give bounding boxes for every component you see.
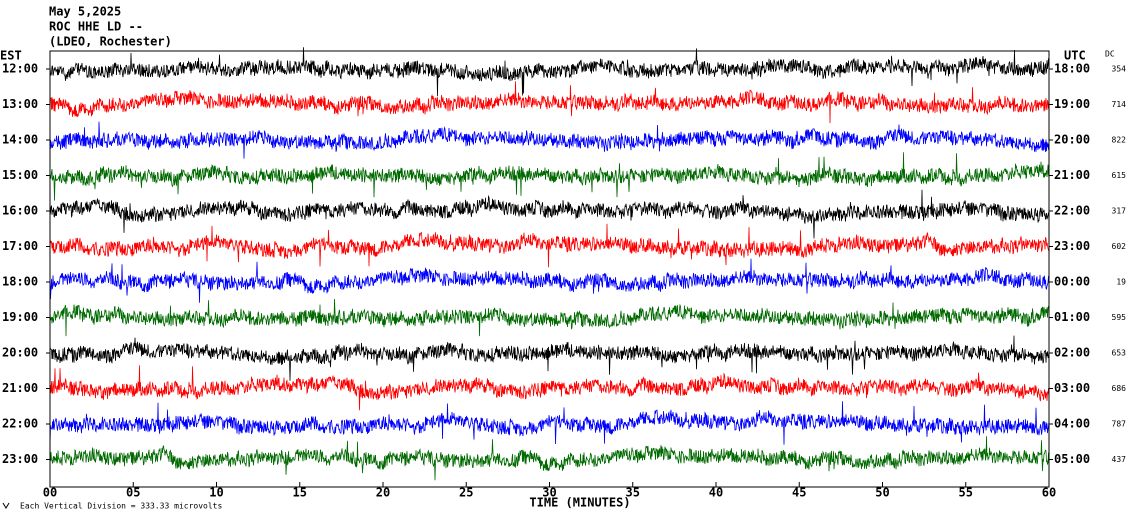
trace — [49, 81, 1050, 124]
traces — [49, 47, 1050, 481]
trace — [49, 335, 1050, 381]
x-tick-label: 35 — [626, 486, 640, 500]
trace — [49, 189, 1050, 239]
utc-label: 22:00 — [1054, 204, 1090, 218]
dc-value: 602 — [1112, 242, 1127, 251]
utc-label: 05:00 — [1054, 452, 1090, 466]
dc-value: 787 — [1112, 420, 1127, 429]
trace — [49, 298, 1050, 337]
station: ROC HHE LD -- — [49, 20, 143, 34]
est-label: 18:00 — [2, 275, 38, 289]
utc-label: 03:00 — [1054, 381, 1090, 395]
dc-value: 437 — [1112, 455, 1127, 464]
footer-icon — [2, 502, 10, 509]
left-label: EST — [0, 49, 22, 63]
x-tick-label: 60 — [1042, 486, 1056, 500]
dc-value: 354 — [1112, 65, 1127, 74]
utc-label: 20:00 — [1054, 133, 1090, 147]
est-label: 15:00 — [2, 168, 38, 182]
dc-label: DC — [1105, 50, 1115, 59]
x-tick-label: 40 — [709, 486, 723, 500]
trace — [49, 258, 1050, 303]
trace — [49, 152, 1050, 201]
est-label: 23:00 — [2, 452, 38, 466]
dc-value: 653 — [1112, 349, 1127, 358]
utc-label: 00:00 — [1054, 275, 1090, 289]
utc-label: 04:00 — [1054, 417, 1090, 431]
x-tick-label: 55 — [959, 486, 973, 500]
trace — [49, 401, 1050, 447]
est-label: 21:00 — [2, 381, 38, 395]
utc-label: 21:00 — [1054, 168, 1090, 182]
trace — [49, 436, 1050, 481]
est-label: 16:00 — [2, 204, 38, 218]
x-tick-label: 15 — [293, 486, 307, 500]
x-tick-label: 50 — [875, 486, 889, 500]
x-tick-label: 25 — [459, 486, 473, 500]
utc-label: 19:00 — [1054, 97, 1090, 111]
est-label: 12:00 — [2, 62, 38, 76]
dc-value: 19 — [1116, 278, 1126, 287]
x-tick-label: 45 — [792, 486, 806, 500]
date: May 5,2025 — [49, 5, 121, 19]
dc-value: 686 — [1112, 384, 1127, 393]
trace — [49, 121, 1050, 159]
x-axis-label: TIME (MINUTES) — [529, 496, 630, 510]
est-label: 14:00 — [2, 133, 38, 147]
est-label: 19:00 — [2, 310, 38, 324]
dc-value: 317 — [1112, 207, 1127, 216]
utc-label: 02:00 — [1054, 346, 1090, 360]
est-label: 17:00 — [2, 239, 38, 253]
dc-value: 714 — [1112, 100, 1127, 109]
dc-value: 615 — [1112, 171, 1127, 180]
est-label: 13:00 — [2, 97, 38, 111]
location: (LDEO, Rochester) — [49, 35, 172, 49]
utc-label: 18:00 — [1054, 62, 1090, 76]
x-tick-label: 20 — [376, 486, 390, 500]
footer: Each Vertical Division = 333.33 microvol… — [20, 502, 222, 511]
est-label: 22:00 — [2, 417, 38, 431]
est-label: 20:00 — [2, 346, 38, 360]
x-tick-label: 05 — [126, 486, 140, 500]
utc-label: 01:00 — [1054, 310, 1090, 324]
dc-value: 595 — [1112, 313, 1127, 322]
trace — [49, 223, 1050, 268]
x-tick-label: 10 — [209, 486, 223, 500]
utc-label: 23:00 — [1054, 239, 1090, 253]
x-tick-label: 00 — [43, 486, 57, 500]
right-label: UTC — [1064, 49, 1086, 63]
trace — [49, 365, 1050, 411]
trace — [49, 47, 1050, 97]
x-tick-label: 30 — [542, 486, 556, 500]
dc-value: 822 — [1112, 136, 1127, 145]
